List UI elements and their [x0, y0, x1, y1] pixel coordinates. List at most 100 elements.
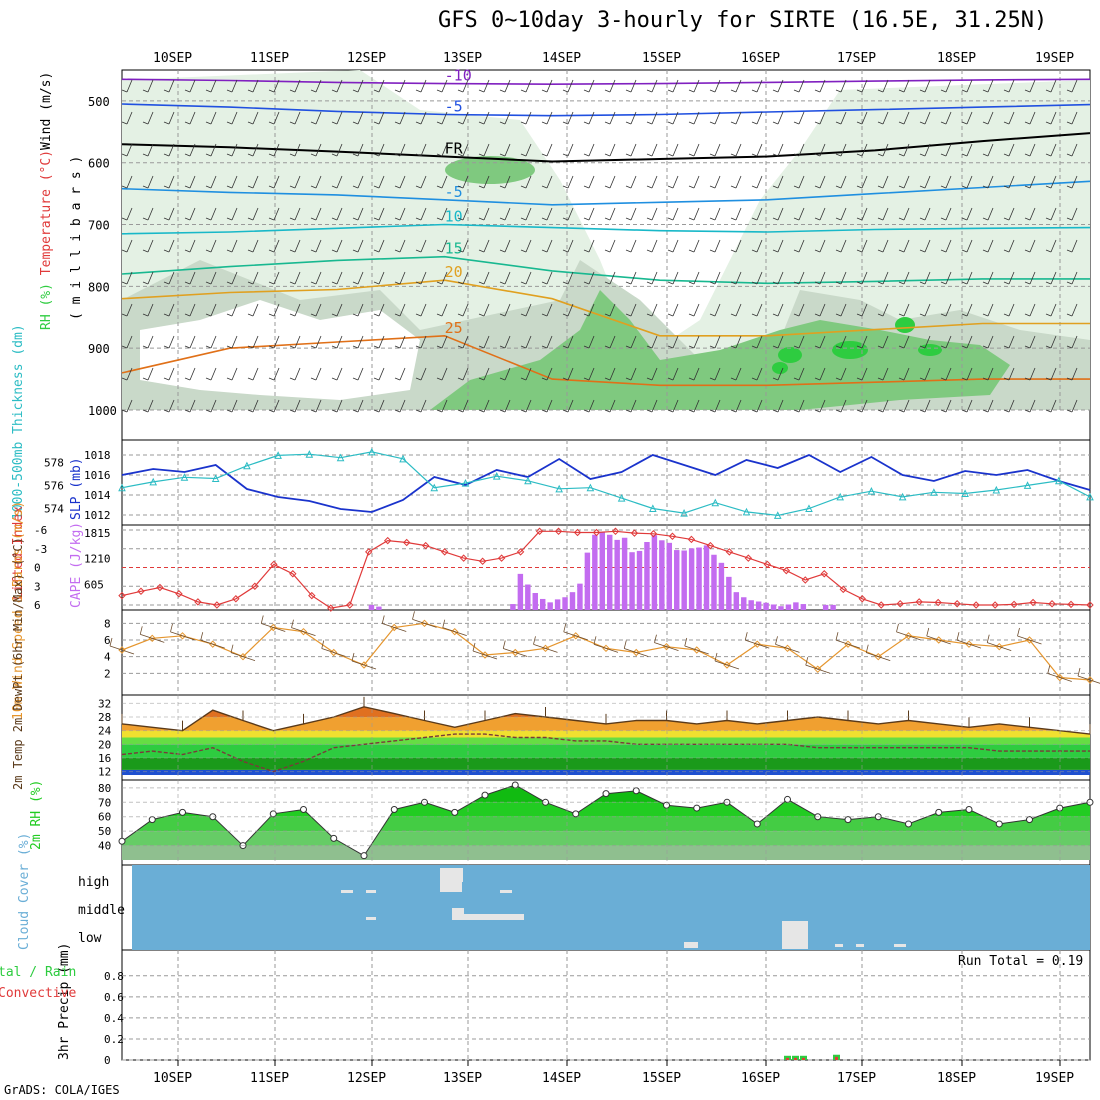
wind-barb	[756, 303, 763, 317]
wind-barb-flag	[793, 121, 800, 125]
wind-barb	[987, 207, 994, 221]
wind-barb-flag	[499, 153, 506, 157]
wind-barb	[714, 207, 721, 221]
wind-barb	[252, 175, 259, 189]
wind-barb	[1029, 399, 1036, 413]
wind-barb-flag	[940, 185, 947, 189]
wind-barb-10m-flag	[321, 640, 325, 649]
wind-barb-10m	[321, 648, 346, 657]
wind-barb	[588, 207, 595, 221]
wind-barb-flag	[1024, 217, 1031, 221]
wind-barb	[840, 111, 847, 125]
wind-barb-flag	[814, 281, 821, 285]
wind-barb-flag	[247, 345, 254, 349]
wind-barb	[651, 239, 658, 253]
date-label-top: 18SEP	[937, 51, 976, 66]
wind-barb-flag	[835, 185, 842, 189]
wind-barb	[861, 79, 868, 93]
wind-barb-flag	[310, 345, 317, 349]
wind-barb-flag	[856, 89, 863, 93]
wind-barb-10m-flag	[563, 623, 567, 632]
cape-bar	[763, 602, 769, 610]
wind-barb-flag	[625, 345, 632, 349]
wind-barb-10m	[714, 660, 740, 670]
thickness-marker	[930, 488, 938, 496]
cape-bar	[569, 592, 576, 610]
rh-shade-bright	[772, 362, 788, 374]
wind-barb-flag	[436, 185, 443, 189]
wind-barb	[147, 79, 154, 93]
wind-barb-flag	[142, 377, 149, 381]
wind-barb-flag	[415, 409, 422, 413]
wind-barb-flag	[751, 249, 758, 253]
wind-barb-flag	[604, 281, 611, 285]
cape-bar	[696, 547, 702, 610]
wind-barb-flag	[982, 345, 989, 349]
ytick-temp: 28	[98, 711, 111, 724]
wind-barb-flag	[142, 217, 149, 221]
wind-barb-flag	[730, 281, 737, 285]
wind-barb-flag	[541, 217, 548, 221]
wind-barb	[168, 271, 175, 285]
cloud-block	[684, 942, 698, 948]
cloud-block	[856, 944, 864, 947]
ytick-pressure: 600	[88, 157, 110, 171]
wind-barb	[693, 335, 700, 349]
wind-barb	[294, 207, 301, 221]
wind-barb	[756, 111, 763, 125]
wind-barb-flag	[583, 345, 590, 349]
wind-barb-flag	[793, 409, 800, 413]
wind-barb	[357, 79, 364, 93]
wind-barb-flag	[1003, 217, 1010, 221]
lifted-index-marker	[251, 582, 259, 590]
wind-barb	[609, 207, 616, 221]
temp-line	[121, 706, 1091, 735]
wind-barb-flag	[940, 377, 947, 381]
date-label-bottom: 10SEP	[153, 1071, 192, 1086]
wind-barb-flag	[373, 217, 380, 221]
lifted-index-marker	[915, 598, 923, 606]
date-label-top: 17SEP	[837, 51, 876, 66]
wind-barb	[693, 111, 700, 125]
ytick-rh: 80	[98, 782, 111, 795]
cloud-level-label: middle	[78, 903, 125, 918]
thickness-marker	[524, 476, 532, 485]
cape-bar	[800, 604, 807, 610]
rh-marker	[995, 820, 1003, 828]
wind-barb	[861, 111, 868, 125]
wind-barb	[378, 335, 385, 349]
cape-bar	[599, 532, 605, 610]
wind-barb-flag	[163, 217, 170, 221]
wind-barb	[1008, 175, 1015, 189]
ytick-cape: 1210	[84, 553, 111, 566]
date-label-bottom: 19SEP	[1035, 1071, 1074, 1086]
wind-barb	[315, 367, 322, 381]
date-label-top: 19SEP	[1035, 51, 1074, 66]
wind-barb	[504, 271, 511, 285]
wind-barb	[714, 175, 721, 189]
wind-barb	[798, 175, 805, 189]
wind-barb	[525, 143, 532, 157]
cape-bar	[532, 593, 538, 610]
cape-bar	[607, 534, 613, 610]
wind-barb	[987, 303, 994, 317]
cape-bar	[554, 599, 561, 610]
wind-barb-10m	[200, 639, 225, 649]
isotherm-line	[121, 132, 1091, 163]
wind-barb-flag	[793, 377, 800, 381]
footer-credit: GrADS: COLA/IGES	[4, 1083, 120, 1097]
wind-barb-flag	[1024, 345, 1031, 349]
wind-barb-flag	[1045, 345, 1052, 349]
wind-barb-flag	[1066, 89, 1073, 93]
wind-barb	[735, 143, 742, 157]
wind-barb-flag	[163, 121, 170, 125]
wind-barb	[483, 271, 490, 285]
rh-marker	[784, 795, 791, 803]
wind-barb	[882, 271, 889, 285]
wind-barb	[714, 111, 721, 125]
wind-barb	[714, 335, 721, 349]
wind-barb	[651, 143, 658, 157]
wind-barb-10m	[412, 618, 437, 628]
wind-barb	[714, 239, 721, 253]
yaxis-label-li: Lifted Index	[11, 506, 26, 600]
